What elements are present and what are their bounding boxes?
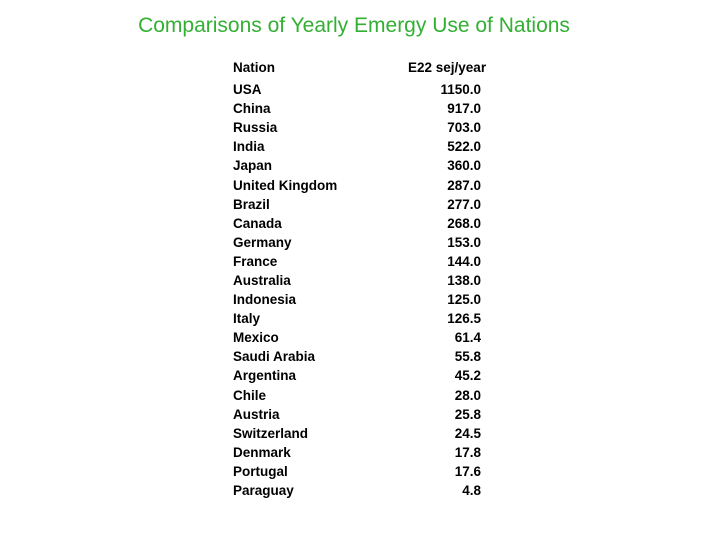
page-title: Comparisons of Yearly Emergy Use of Nati… [138,14,570,37]
nation-cell: Paraguay [233,483,294,499]
nation-cell: United Kingdom [233,177,338,193]
table-row: Austria 25.8 [233,405,493,424]
table-row: Paraguay 4.8 [233,481,493,500]
table-header-row: Nation E22 sej/year [233,58,493,77]
column-header-nation: Nation [233,60,275,75]
emergy-value-cell: 55.8 [454,349,481,365]
table-row: United Kingdom 287.0 [233,175,493,194]
emergy-value-cell: 153.0 [447,234,481,250]
emergy-value-cell: 17.6 [454,463,481,479]
nation-cell: USA [233,82,262,98]
nation-cell: Japan [233,158,273,174]
nation-cell: China [233,101,271,117]
table-row: France 144.0 [233,252,493,271]
nation-cell: Austria [233,406,280,422]
nation-cell: Australia [233,272,291,288]
emergy-value-cell: 138.0 [447,272,481,288]
table-row: Saudi Arabia 55.8 [233,347,493,366]
table-row: Canada 268.0 [233,214,493,233]
emergy-value-cell: 61.4 [454,330,481,346]
table-row: India 522.0 [233,137,493,156]
emergy-value-cell: 125.0 [447,292,481,308]
emergy-value-cell: 917.0 [447,101,481,117]
nation-cell: Argentina [233,368,297,384]
table-row: Germany 153.0 [233,233,493,252]
table-row: USA 1150.0 [233,80,493,99]
emergy-value-cell: 28.0 [454,387,481,403]
table-row: Argentina 45.2 [233,366,493,385]
emergy-value-cell: 703.0 [447,120,481,136]
table-row: Brazil 277.0 [233,195,493,214]
nation-cell: Portugal [233,463,288,479]
nation-cell: France [233,253,278,269]
emergy-value-cell: 24.5 [454,425,481,441]
nation-cell: Saudi Arabia [233,349,316,365]
emergy-value-cell: 4.8 [462,483,481,499]
table-row: Indonesia 125.0 [233,290,493,309]
emergy-value-cell: 360.0 [447,158,481,174]
table-row: Australia 138.0 [233,271,493,290]
emergy-value-cell: 25.8 [454,406,481,422]
table-row: Chile 28.0 [233,386,493,405]
nation-cell: Russia [233,120,278,136]
nation-cell: Italy [233,311,261,327]
nation-cell: Mexico [233,330,279,346]
table-row: Japan 360.0 [233,156,493,175]
emergy-table: Nation E22 sej/year USA 1150.0 China 917.0 R… [233,58,493,500]
table-row: Switzerland 24.5 [233,424,493,443]
emergy-value-cell: 287.0 [447,177,481,193]
emergy-value-cell: 17.8 [454,444,481,460]
emergy-value-cell: 268.0 [447,215,481,231]
nation-cell: Indonesia [233,292,297,308]
nation-cell: Chile [233,387,267,403]
table-row: Russia 703.0 [233,118,493,137]
nation-cell: Canada [233,215,282,231]
table-row: Portugal 17.6 [233,462,493,481]
table-row: Italy 126.5 [233,309,493,328]
emergy-value-cell: 144.0 [447,253,481,269]
nation-cell: Denmark [233,444,291,460]
table-body: USA 1150.0 China 917.0 Russia 703.0 India 522.0… [233,80,493,500]
nation-cell: Germany [233,234,292,250]
column-header-value: E22 sej/year [408,60,487,75]
emergy-value-cell: 522.0 [447,139,481,155]
table-row: Mexico 61.4 [233,328,493,347]
table-row: China 917.0 [233,99,493,118]
table-row: Denmark 17.8 [233,443,493,462]
emergy-value-cell: 126.5 [447,311,481,327]
emergy-value-cell: 1150.0 [440,82,481,98]
nation-cell: India [233,139,265,155]
emergy-value-cell: 45.2 [454,368,481,384]
nation-cell: Switzerland [233,425,309,441]
emergy-value-cell: 277.0 [447,196,481,212]
nation-cell: Brazil [233,196,270,212]
